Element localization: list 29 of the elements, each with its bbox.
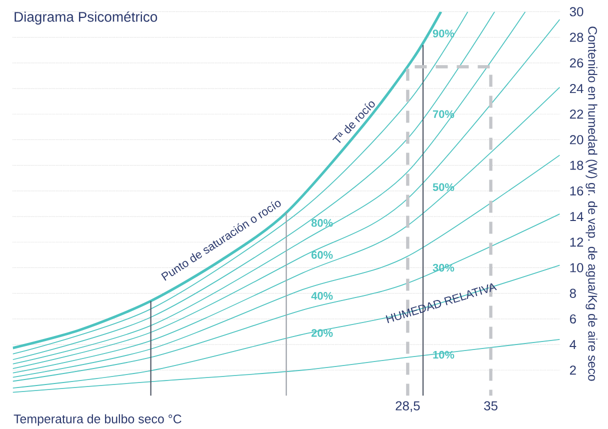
chart-title: Diagrama Psicométrico (14, 11, 158, 25)
y-tick-label: 26 (570, 58, 584, 68)
y-tick-label: 18 (570, 160, 584, 170)
y-tick-label: 28 (570, 32, 584, 42)
y-tick-label: 22 (570, 110, 584, 119)
y-axis-title: Contenido en humedad (W) gr. de vap. de agua/Kg de aire seco (586, 26, 598, 381)
series-label: 20% (311, 329, 333, 337)
line-series (12, 338, 560, 393)
y-tick-label: 16 (570, 186, 584, 196)
series-label: 60% (312, 251, 333, 259)
y-tick-label: 20 (570, 135, 584, 144)
y-tick-label: 24 (570, 84, 584, 94)
y-tick-label: 12 (570, 238, 584, 247)
y-tick-label: 8 (570, 288, 576, 298)
series-label: 10% (433, 350, 454, 359)
series-label: 40% (311, 292, 333, 300)
series-label: 80% (311, 219, 333, 227)
y-tick-label: 2 (570, 366, 576, 375)
y-tick-label: 4 (570, 340, 576, 349)
x-axis-title: Temperatura de bulbo seco °C (14, 414, 182, 426)
x-tick-label: 28,5 (396, 401, 420, 412)
y-tick-label: 6 (570, 314, 576, 324)
y-tick-label: 14 (570, 212, 584, 221)
series-label: 90% (432, 30, 454, 38)
line-series (12, 154, 560, 378)
y-tick-label: 30 (570, 7, 584, 16)
y-tick-label: 10 (570, 263, 584, 272)
line-series (12, 86, 560, 374)
x-tick-label: 35 (484, 401, 498, 410)
